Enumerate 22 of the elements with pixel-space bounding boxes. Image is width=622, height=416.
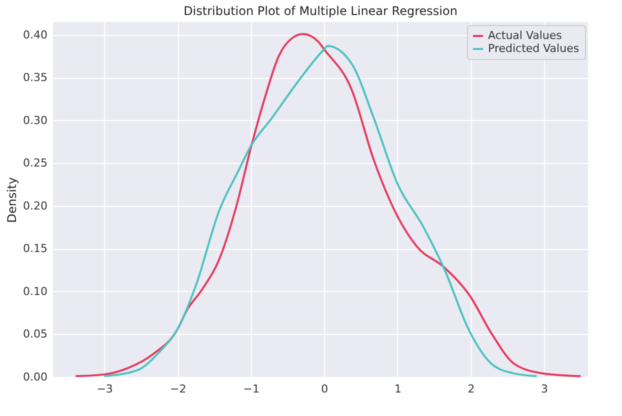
chart-title: Distribution Plot of Multiple Linear Regression — [184, 4, 458, 18]
x-tick-label: −3 — [96, 382, 113, 396]
x-tick-label: −1 — [243, 382, 260, 396]
y-tick-label: 0.30 — [23, 114, 48, 127]
y-tick-label: 0.35 — [23, 71, 48, 84]
line-series — [103, 44, 538, 378]
y-tick-label: 0.10 — [23, 284, 48, 298]
y-tick-label: 0.00 — [23, 370, 48, 384]
legend-label: Predicted Values — [488, 42, 580, 55]
legend-label: Actual Values — [488, 29, 562, 42]
x-tick-label: 3 — [541, 382, 548, 396]
x-tick-label: 0 — [321, 382, 328, 396]
y-tick-label: 0.20 — [23, 199, 48, 212]
x-tick-label: 1 — [394, 382, 402, 396]
y-tick-label: 0.15 — [23, 242, 48, 256]
y-tick-label: 0.25 — [23, 156, 48, 170]
x-tick-label: 2 — [468, 382, 475, 396]
y-tick-label: 0.05 — [23, 328, 48, 341]
y-tick-label: 0.40 — [23, 28, 48, 42]
x-tick-label: −2 — [170, 382, 186, 396]
line-series — [74, 32, 582, 378]
y-axis-title: Density — [5, 177, 20, 223]
